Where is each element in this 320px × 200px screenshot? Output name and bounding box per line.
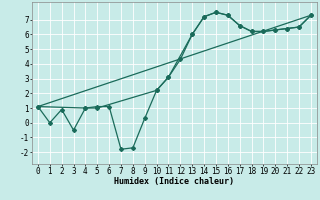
X-axis label: Humidex (Indice chaleur): Humidex (Indice chaleur) (115, 177, 234, 186)
